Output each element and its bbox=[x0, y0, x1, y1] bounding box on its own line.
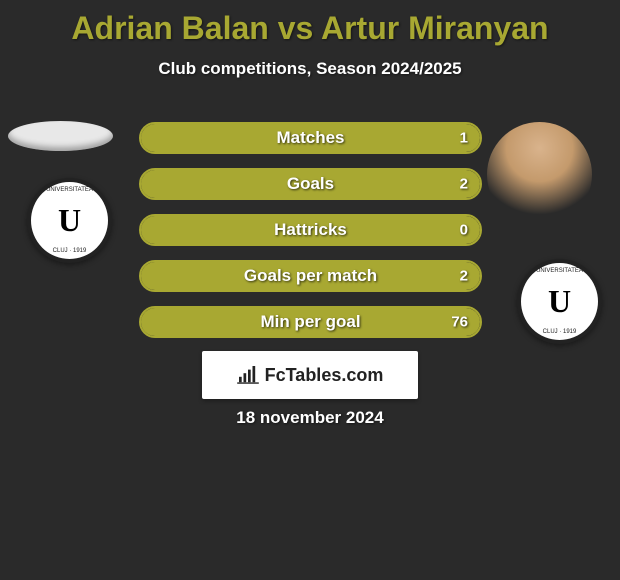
stat-value-right: 2 bbox=[460, 176, 468, 193]
brand-logo: FcTables.com bbox=[202, 351, 418, 399]
stat-row: Goals per match 2 bbox=[139, 260, 482, 292]
stat-value-right: 2 bbox=[460, 268, 468, 285]
page-title: Adrian Balan vs Artur Miranyan bbox=[0, 0, 620, 47]
club-letter: U bbox=[46, 197, 92, 243]
player-left-avatar bbox=[8, 121, 113, 151]
club-ring-top: UNIVERSITATEA bbox=[521, 268, 598, 274]
stat-value-right: 1 bbox=[460, 130, 468, 147]
stat-row: Min per goal 76 bbox=[139, 306, 482, 338]
stat-row: Hattricks 0 bbox=[139, 214, 482, 246]
stat-label: Min per goal bbox=[260, 312, 360, 332]
club-ring-bottom: CLUJ · 1919 bbox=[31, 248, 108, 254]
stat-label: Hattricks bbox=[274, 220, 347, 240]
player-left-club-badge: UNIVERSITATEA U CLUJ · 1919 bbox=[27, 178, 112, 263]
stats-panel: Matches 1 Goals 2 Hattricks 0 Goals per match 2… bbox=[139, 122, 482, 352]
bar-chart-icon bbox=[237, 366, 259, 384]
club-ring-bottom: CLUJ · 1919 bbox=[521, 329, 598, 335]
club-ring-top: UNIVERSITATEA bbox=[31, 187, 108, 193]
stat-label: Goals bbox=[287, 174, 334, 194]
brand-text: FcTables.com bbox=[265, 365, 384, 386]
subtitle: Club competitions, Season 2024/2025 bbox=[0, 59, 620, 79]
stat-value-right: 0 bbox=[460, 222, 468, 239]
player-right-avatar bbox=[487, 122, 592, 227]
stat-row: Goals 2 bbox=[139, 168, 482, 200]
stat-row: Matches 1 bbox=[139, 122, 482, 154]
player-right-club-badge: UNIVERSITATEA U CLUJ · 1919 bbox=[517, 259, 602, 344]
date-text: 18 november 2024 bbox=[0, 408, 620, 428]
stat-value-right: 76 bbox=[451, 314, 468, 331]
stat-label: Goals per match bbox=[244, 266, 377, 286]
stat-label: Matches bbox=[276, 128, 344, 148]
club-letter: U bbox=[536, 278, 582, 324]
